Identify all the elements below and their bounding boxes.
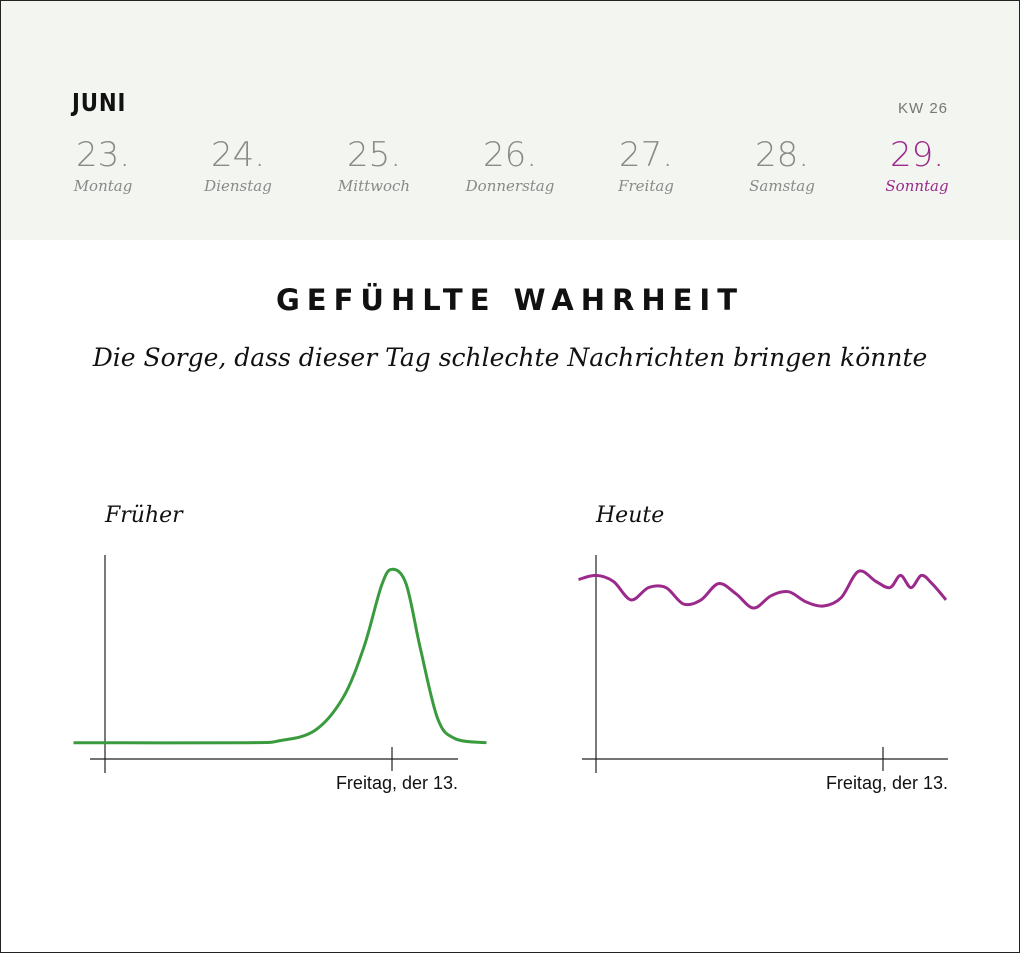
day-name: Sonntag	[885, 177, 949, 195]
day-name: Montag	[73, 177, 133, 195]
series-line-heute	[578, 569, 948, 610]
day-number: 28.	[754, 135, 810, 175]
day-number: 25.	[346, 135, 402, 175]
day-number: 27.	[618, 135, 674, 175]
chart-title-frueher: Früher	[104, 503, 184, 528]
day-number: 24.	[210, 135, 266, 175]
x-tick-label-frueher: Freitag, der 13.	[336, 773, 458, 793]
day-thursday: 26. Donnerstag	[450, 135, 570, 195]
day-number: 26.	[482, 135, 538, 175]
day-saturday: 28. Samstag	[722, 135, 842, 195]
day-tuesday: 24. Dienstag	[178, 135, 298, 195]
series-line-frueher	[73, 567, 487, 745]
day-number: 23.	[75, 135, 131, 175]
page-subtitle: Die Sorge, dass dieser Tag schlechte Nac…	[92, 343, 928, 372]
chart-title-heute: Heute	[595, 503, 664, 528]
x-tick-label-heute: Freitag, der 13.	[826, 773, 948, 793]
week-number: KW 26	[897, 100, 948, 117]
day-monday: 23. Montag	[43, 135, 163, 195]
calendar-header	[1, 1, 1019, 240]
day-sunday: 29. Sonntag	[857, 135, 977, 195]
day-name: Mittwoch	[337, 177, 411, 195]
day-name: Samstag	[749, 177, 815, 195]
day-name: Donnerstag	[465, 177, 555, 195]
day-friday: 27. Freitag	[586, 135, 706, 195]
day-name: Dienstag	[204, 177, 272, 195]
day-number: 29.	[889, 135, 945, 175]
page-title: GEFÜHLTE WAHRHEIT	[276, 283, 744, 317]
day-wednesday: 25. Mittwoch	[314, 135, 434, 195]
month-label: JUNI	[72, 88, 127, 117]
day-name: Freitag	[618, 177, 674, 195]
